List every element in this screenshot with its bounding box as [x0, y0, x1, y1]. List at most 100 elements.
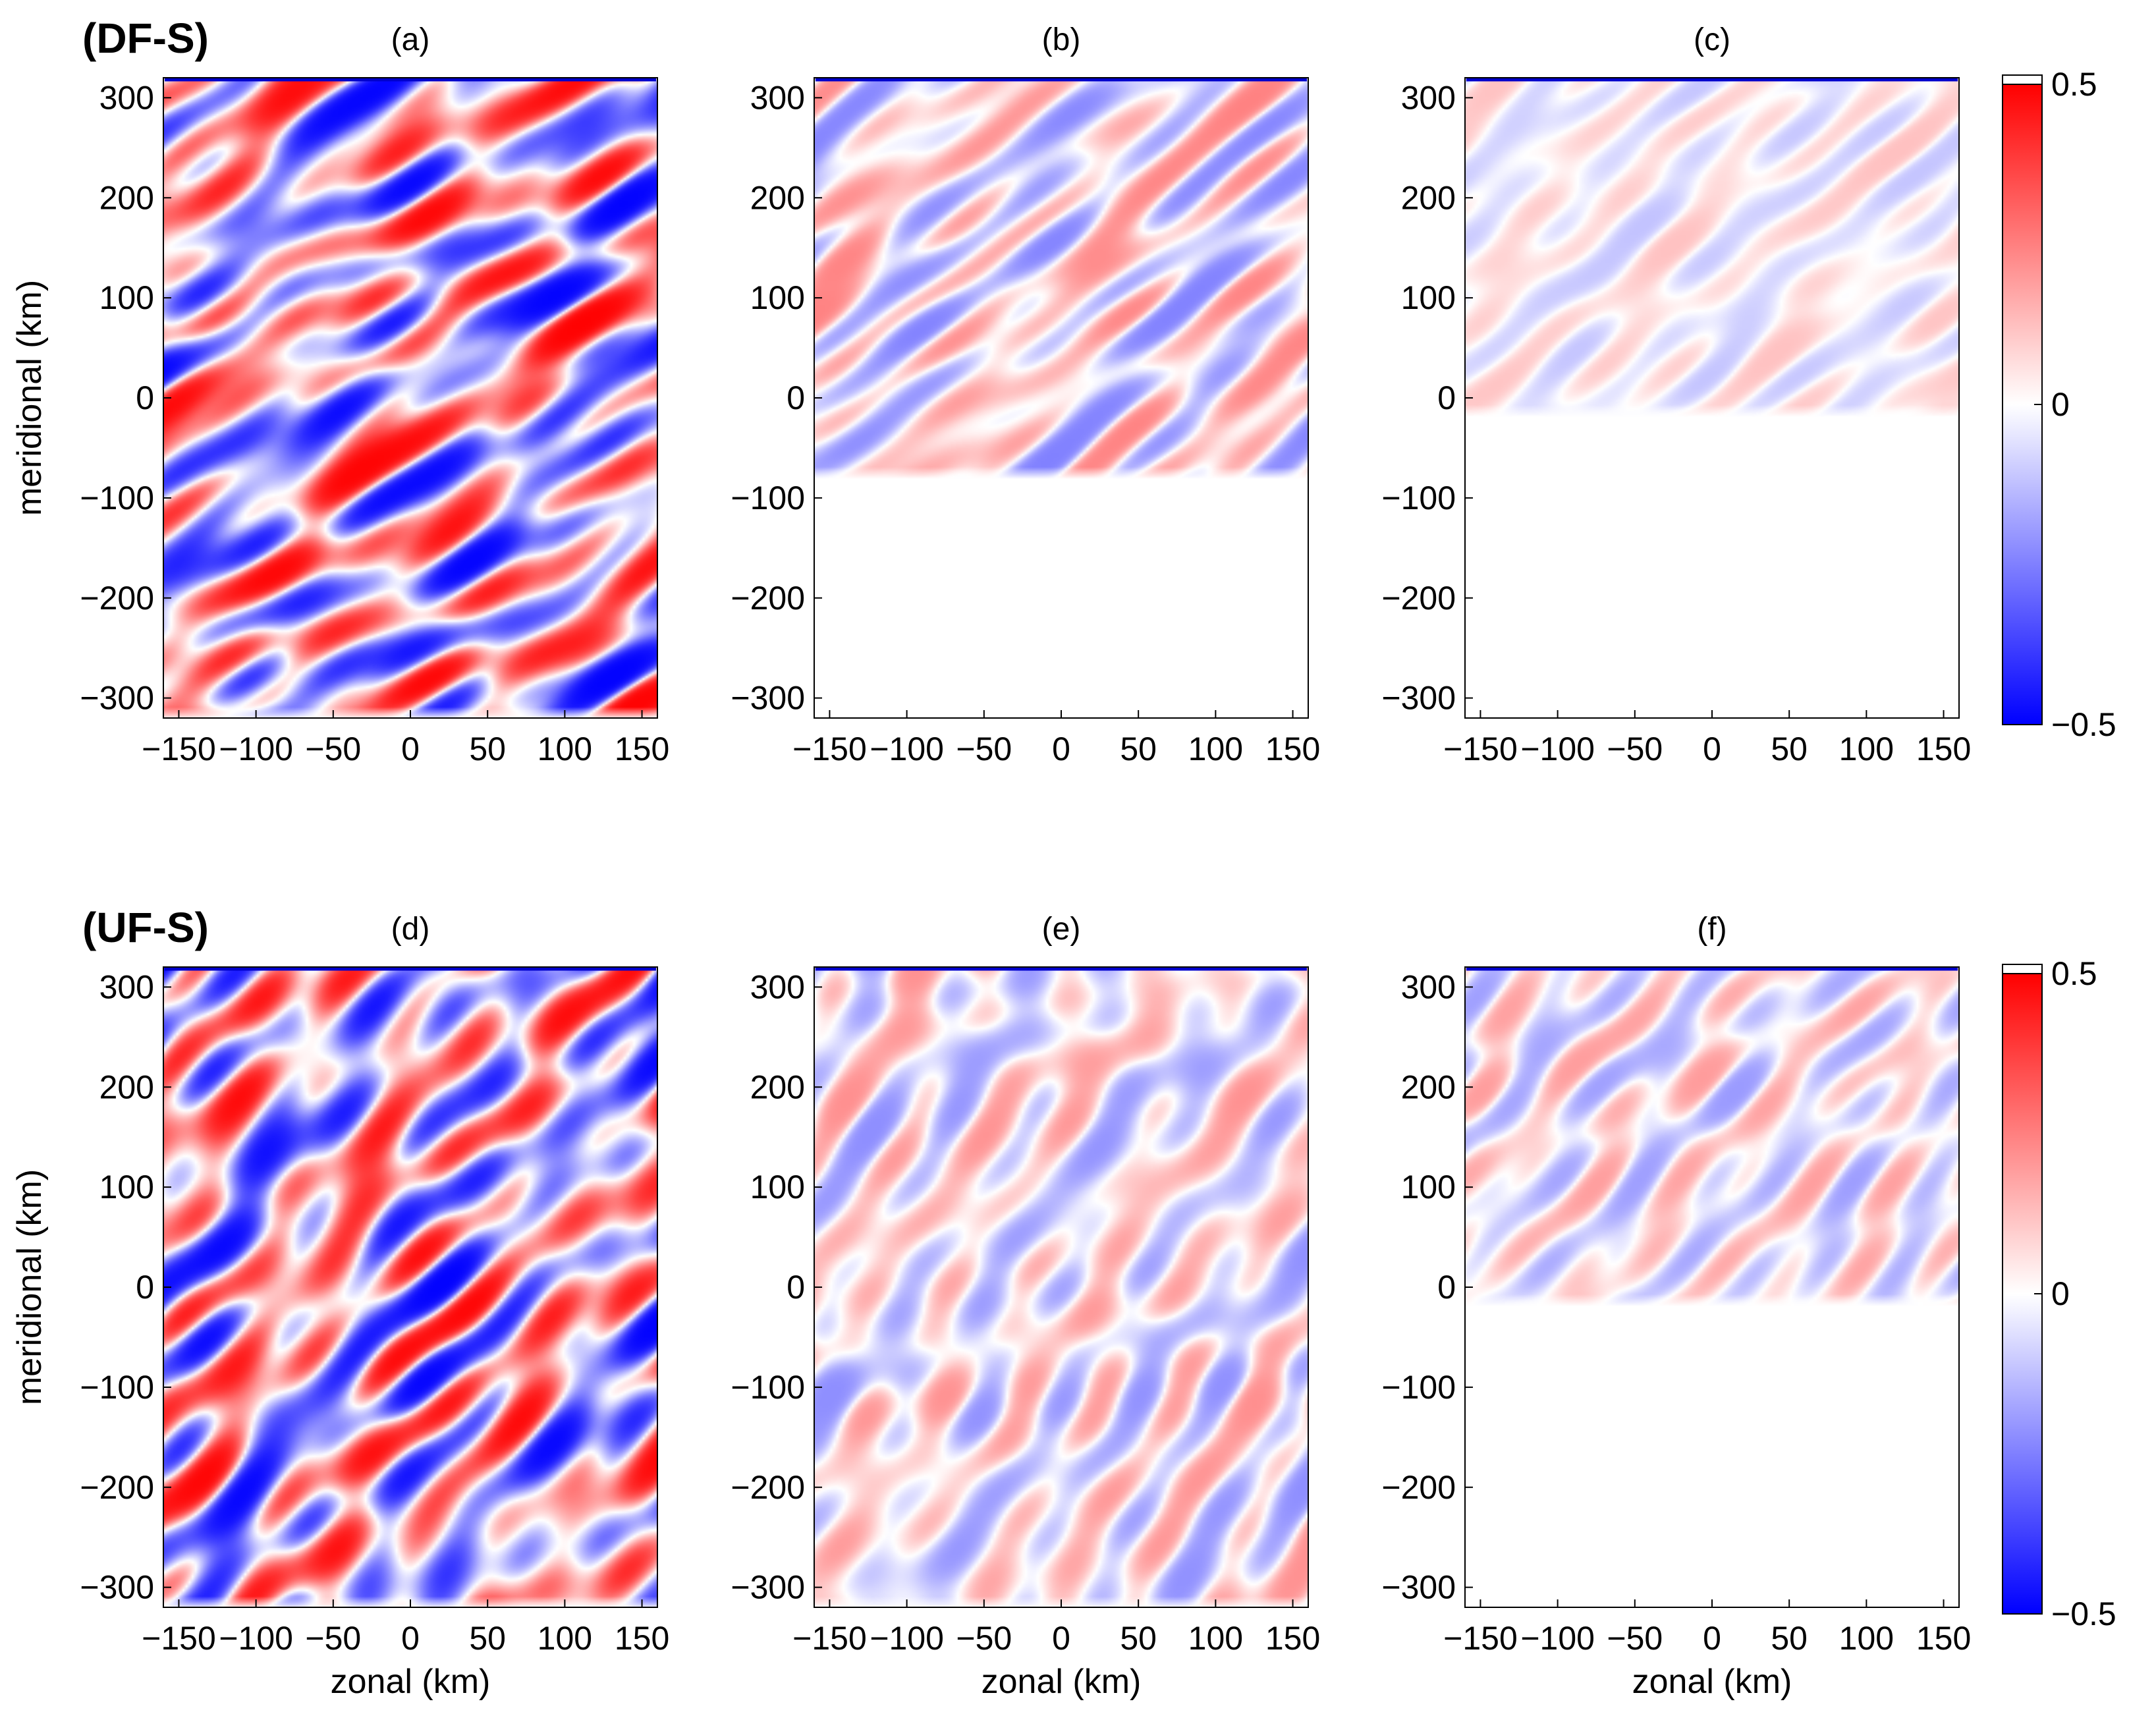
- panel-title: (a): [391, 22, 430, 57]
- colorbar-tick-label: 0.5: [2051, 955, 2097, 992]
- field-image: [814, 78, 1308, 718]
- panel-f: (f)−150 −100 −50 0 50 100 1503002001000−100−20…: [1381, 912, 1971, 1701]
- y-axis-label: meridional (km): [11, 1169, 49, 1405]
- x-tick-label: 50: [1120, 731, 1157, 767]
- x-tick-label: −150: [792, 731, 867, 767]
- colorbar-top-cap: [2002, 964, 2043, 974]
- x-tick-label: 50: [1771, 1620, 1808, 1657]
- y-tick-label: 200: [1401, 179, 1456, 216]
- x-tick-label: 150: [1265, 1620, 1320, 1657]
- x-tick-label: 150: [615, 1620, 669, 1657]
- y-tick-label: −300: [80, 1569, 154, 1606]
- y-tick-label: −300: [731, 1569, 805, 1606]
- x-axis-label: zonal (km): [1632, 1663, 1792, 1701]
- x-axis-label: zonal (km): [331, 1663, 491, 1701]
- x-tick-label: −100: [219, 731, 293, 767]
- y-tick-label: −200: [731, 1469, 805, 1506]
- x-tick-label: 50: [1120, 1620, 1157, 1657]
- row-label: (UF-S): [82, 904, 209, 951]
- row-labels: (DF-S) meridional (km) (UF-S) meridional (k…: [11, 14, 209, 1405]
- x-tick-label: −150: [1443, 1620, 1518, 1657]
- x-tick-label: 150: [1916, 1620, 1971, 1657]
- colorbar-gradient: [2002, 973, 2043, 1615]
- y-tick-label: −200: [80, 1469, 154, 1506]
- y-tick-label: 0: [136, 379, 154, 416]
- y-tick-label: −300: [1381, 680, 1456, 717]
- x-tick-label: 50: [469, 731, 506, 767]
- x-tick-label: 100: [1188, 731, 1243, 767]
- y-tick-label: 100: [750, 279, 805, 316]
- y-tick-label: −200: [731, 580, 805, 617]
- y-tick-label: 200: [1401, 1068, 1456, 1105]
- y-tick-label: 300: [750, 79, 805, 116]
- x-tick-label: −150: [142, 731, 216, 767]
- x-tick-label: 100: [1839, 731, 1894, 767]
- x-tick-label: −100: [1520, 1620, 1595, 1657]
- panel-title: (b): [1042, 22, 1081, 57]
- y-tick-label: −100: [1381, 480, 1456, 516]
- x-tick-label: 0: [1703, 731, 1721, 767]
- x-tick-label: −50: [1607, 1620, 1663, 1657]
- panels: (a)−150 −100 −50 0 50 100 1503002001000−100−20…: [80, 22, 1971, 1701]
- y-tick-label: −300: [80, 680, 154, 717]
- x-tick-label: −100: [1520, 731, 1595, 767]
- x-tick-label: −100: [870, 731, 944, 767]
- x-tick-label: 100: [538, 1620, 592, 1657]
- x-tick-label: 50: [469, 1620, 506, 1657]
- field-image: [1465, 967, 1959, 1607]
- field-image: [163, 967, 657, 1607]
- colorbar-tick-label: −0.5: [2051, 706, 2116, 743]
- y-tick-label: 300: [1401, 968, 1456, 1005]
- y-tick-label: 100: [1401, 279, 1456, 316]
- panel-a: (a)−150 −100 −50 0 50 100 1503002001000−100−20…: [80, 22, 669, 767]
- colorbar-tick-label: 0: [2051, 1275, 2070, 1312]
- y-tick-label: −200: [80, 580, 154, 617]
- panel-b: (b)−150 −100 −50 0 50 100 1503002001000−100−20…: [731, 22, 1320, 767]
- colorbars: 0.5 0 −0.5 0.5 0 −0.5: [2002, 66, 2116, 1632]
- field-image: [814, 967, 1308, 1607]
- panel-e: (e)−150 −100 −50 0 50 100 1503002001000−100−20…: [731, 912, 1320, 1701]
- colorbar-tick-label: 0: [2051, 386, 2070, 423]
- y-tick-label: 300: [1401, 79, 1456, 116]
- y-tick-label: −100: [1381, 1369, 1456, 1406]
- x-tick-label: −100: [219, 1620, 293, 1657]
- y-tick-label: 200: [99, 1068, 154, 1105]
- y-tick-label: 200: [750, 179, 805, 216]
- colorbar-tick-label: 0.5: [2051, 66, 2097, 103]
- panel-title: (f): [1697, 912, 1727, 947]
- y-tick-label: 300: [750, 968, 805, 1005]
- field-image: [163, 78, 657, 718]
- y-tick-label: 0: [136, 1269, 154, 1306]
- x-tick-label: 0: [1052, 731, 1070, 767]
- x-tick-label: 0: [1703, 1620, 1721, 1657]
- x-tick-label: 0: [401, 1620, 420, 1657]
- colorbar: 0.5 0 −0.5: [2002, 66, 2116, 743]
- x-tick-label: −50: [956, 1620, 1012, 1657]
- y-tick-label: 0: [1437, 379, 1456, 416]
- y-tick-label: 300: [99, 79, 154, 116]
- x-tick-label: 150: [615, 731, 669, 767]
- row-label: (DF-S): [82, 14, 209, 62]
- colorbar-tick-label: −0.5: [2051, 1595, 2116, 1632]
- panel-d: (d)−150 −100 −50 0 50 100 1503002001000−100−20…: [80, 912, 669, 1701]
- y-tick-label: 100: [99, 279, 154, 316]
- colorbar: 0.5 0 −0.5: [2002, 955, 2116, 1632]
- y-tick-label: −300: [731, 680, 805, 717]
- y-tick-label: −200: [1381, 580, 1456, 617]
- panel-c: (c)−150 −100 −50 0 50 100 1503002001000−100−20…: [1381, 22, 1971, 767]
- x-tick-label: −150: [792, 1620, 867, 1657]
- panel-title: (e): [1042, 912, 1081, 947]
- y-tick-label: −100: [80, 480, 154, 516]
- y-tick-label: 200: [750, 1068, 805, 1105]
- y-tick-label: 100: [99, 1169, 154, 1205]
- x-tick-label: 100: [538, 731, 592, 767]
- field-image: [1465, 78, 1959, 718]
- x-tick-label: 150: [1916, 731, 1971, 767]
- x-tick-label: 100: [1188, 1620, 1243, 1657]
- y-tick-label: 0: [1437, 1269, 1456, 1306]
- y-tick-label: −300: [1381, 1569, 1456, 1606]
- y-tick-label: 100: [1401, 1169, 1456, 1205]
- x-tick-label: −150: [1443, 731, 1518, 767]
- y-tick-label: −100: [731, 480, 805, 516]
